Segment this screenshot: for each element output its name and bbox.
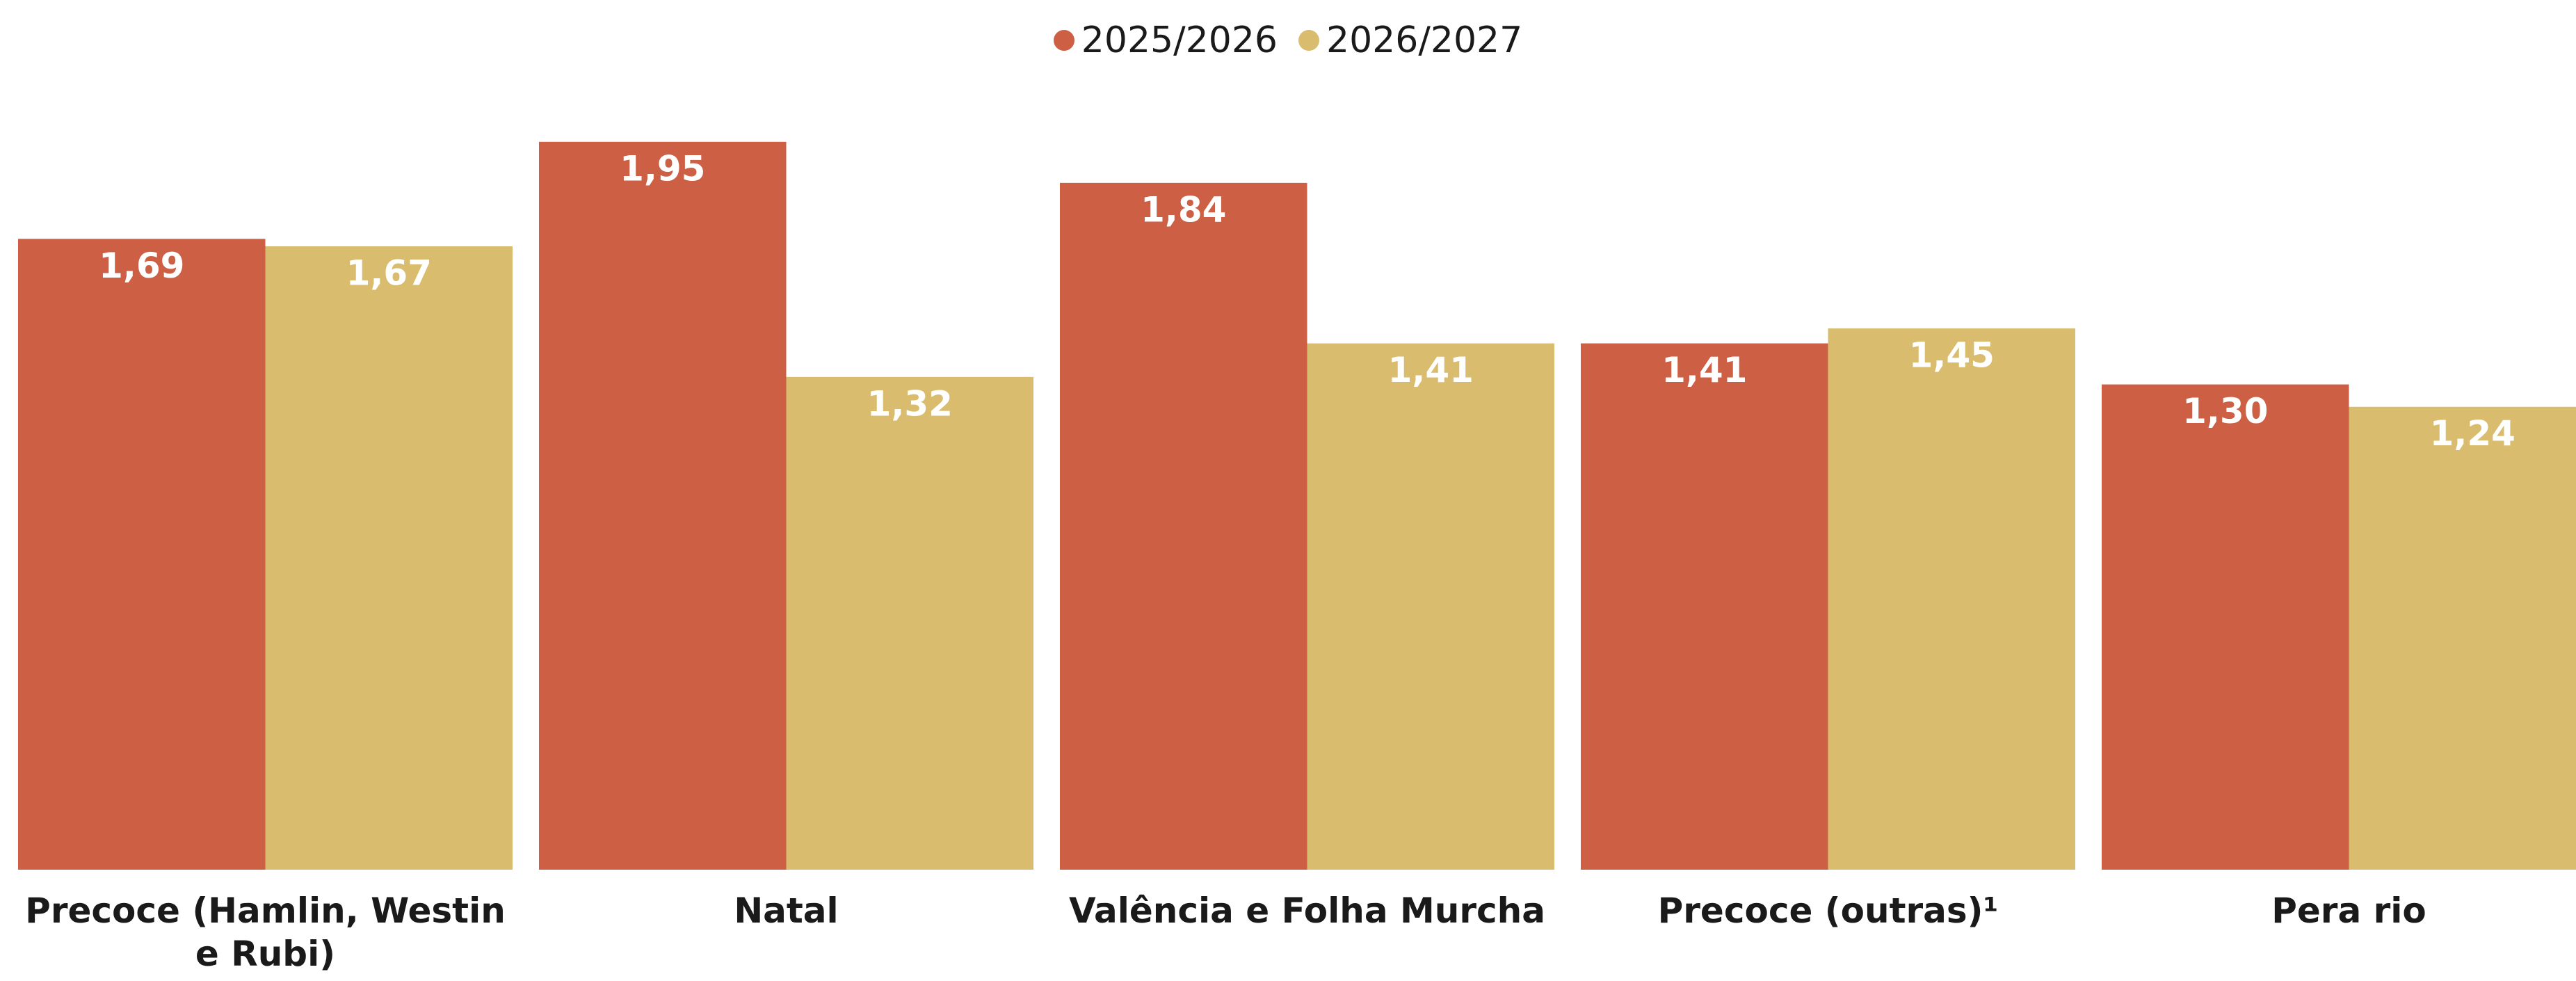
bar (1060, 182, 1307, 870)
x-tick-label: Natal (734, 891, 839, 931)
value-label: 1,69 (99, 246, 184, 286)
bar (18, 239, 266, 870)
x-tick-label: Precoce (outras)¹ (1657, 891, 1999, 931)
bar (2349, 406, 2576, 870)
value-label: 1,32 (867, 383, 953, 424)
value-label: 1,41 (1388, 350, 1474, 390)
legend-label: 2025/2026 (1081, 19, 1278, 61)
bar (2102, 384, 2349, 870)
legend-entry: 2026/2027 (1298, 19, 1522, 61)
bar (786, 376, 1033, 870)
value-label: 1,24 (2430, 413, 2515, 454)
bar (1581, 343, 1828, 870)
value-label: 1,84 (1141, 189, 1226, 230)
bar (1828, 328, 2075, 870)
bar (265, 246, 513, 870)
value-label: 1,41 (1661, 350, 1747, 390)
legend-swatch (1053, 30, 1074, 51)
x-tick-label: Pera rio (2271, 891, 2426, 931)
legend-label: 2026/2027 (1326, 19, 1523, 61)
legend: 2025/2026 2026/2027 (0, 19, 2576, 61)
value-label: 1,45 (1909, 335, 1995, 376)
value-label: 1,30 (2182, 391, 2268, 431)
bar (539, 141, 787, 870)
value-label: 1,67 (346, 253, 432, 294)
x-tick-label: Valência e Folha Murcha (1069, 891, 1545, 931)
legend-entry: 2025/2026 (1053, 19, 1278, 61)
x-tick-label: Precoce (Hamlin, Westin e Rubi) (25, 891, 506, 974)
bar (1307, 343, 1554, 870)
value-label: 1,95 (620, 148, 705, 189)
legend-swatch (1298, 30, 1319, 51)
